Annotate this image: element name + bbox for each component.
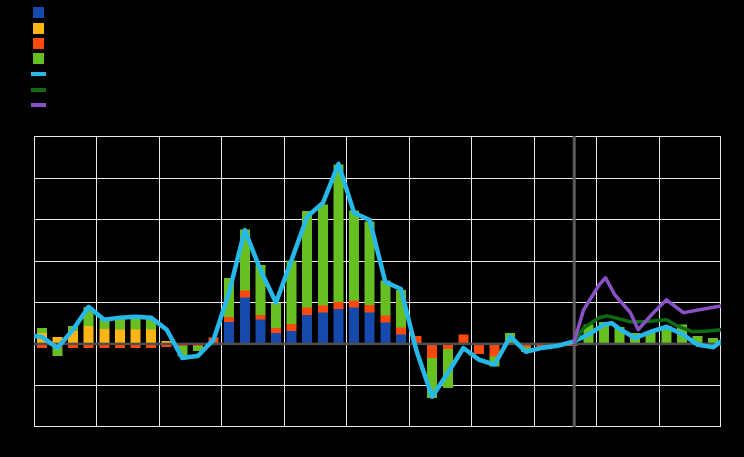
bar-segment-blue [317,312,328,344]
bar-segment-green [239,229,250,291]
plot-area [34,136,721,427]
bar-segment-green [661,325,672,344]
bar-segment-orange [349,300,360,308]
grid-lines [34,136,721,427]
bar-segment-green [380,280,391,316]
bar-segment-blue [333,308,344,344]
bar-segment-orange [130,343,141,349]
bar-segment-green [614,326,625,344]
bar-segment-orange [83,343,94,349]
bar-segment-green [286,260,297,324]
line-series-cyan-swatch [31,72,46,77]
bar-segment-yellow [52,336,63,344]
bar-series-blue-swatch [33,7,44,19]
chart-legend [31,5,46,113]
bar-segment-green [83,306,94,326]
combo-chart-svg [34,136,721,427]
bar-segment-orange [333,301,344,309]
bar-segment-orange [286,323,297,331]
bar-segment-orange [380,315,391,323]
bar-segment-orange [68,343,79,349]
bar-segment-orange [520,343,531,347]
bar-segment-blue [364,312,375,344]
bar-segment-green [177,345,188,357]
bar-segment-orange [114,343,125,349]
bar-segment-orange [442,343,453,349]
bar-segment-green [302,210,313,308]
legend-item-line-series-purple [31,97,46,112]
bar-segment-orange [239,290,250,298]
bar-segment-green [130,317,141,330]
legend-item-line-series-cyan [31,67,46,82]
bar-series-yellow-swatch [33,22,44,34]
bar-segment-orange [411,335,422,344]
bar-segment-green [427,357,438,398]
bar-segment-yellow [114,329,125,344]
bar-segment-orange [395,327,406,335]
bar-segment-orange [317,305,328,313]
legend-item-bar-series-green [31,51,46,66]
bar-segment-orange [271,328,282,334]
bar-segment-orange [99,343,110,349]
bar-segment-green [364,221,375,305]
bar-segment-blue [224,321,235,344]
bar-segment-blue [302,314,313,344]
bar-segment-green [645,333,656,344]
bar-segment-orange [224,316,235,322]
bar-segment-green [598,321,609,344]
line-purple [572,276,721,344]
line-series-purple-swatch [31,103,46,108]
bar-series-green-swatch [33,53,44,65]
bar-segment-green [271,303,282,329]
bar-segment-green [99,319,110,329]
bar-segment-blue [395,334,406,344]
bar-segment-green [36,328,47,334]
bar-segment-yellow [146,329,157,344]
bar-segment-orange [255,314,266,320]
bar-segment-yellow [130,329,141,344]
bar-segment-orange [427,343,438,358]
bar-segment-green [692,335,703,344]
bar-segment-blue [239,297,250,344]
bar-segment-orange [146,343,157,349]
bar-segment-orange [302,307,313,315]
bar-segment-green [317,204,328,306]
bar-segment-yellow [83,325,94,344]
bar-segment-green [395,289,406,328]
line-cyan [34,161,721,399]
bar-segment-green [333,164,344,302]
bar-series-orange-swatch [33,37,44,49]
bar-segment-yellow [161,340,172,344]
bar-segment-blue [349,307,360,344]
bar-segment-blue [380,322,391,344]
bar-segment-yellow [68,330,79,344]
stacked-bars [36,164,719,398]
legend-item-bar-series-yellow [31,20,46,35]
legend-item-bar-series-orange [31,36,46,51]
bar-segment-orange [458,334,469,344]
bar-segment-orange [473,343,484,354]
bar-segment-blue [286,330,297,344]
bar-segment-orange [161,343,172,347]
bar-segment-green [52,348,63,356]
bar-segment-blue [271,333,282,344]
bar-segment-orange [36,343,47,349]
bar-segment-orange [489,343,500,357]
bar-segment-green [349,210,360,301]
bar-segment-green [114,318,125,330]
line-darkgreen [572,314,721,344]
bar-segment-orange [364,304,375,313]
line-series-darkgreen-swatch [31,87,46,92]
bar-segment-blue [255,319,266,344]
bar-segment-green [192,345,203,351]
bar-segment-green [442,348,453,388]
bar-segment-green [146,319,157,330]
legend-item-line-series-darkgreen [31,82,46,97]
bar-segment-yellow [99,328,110,344]
bar-segment-green [255,264,266,315]
legend-item-bar-series-blue [31,5,46,20]
bar-segment-green [708,338,719,344]
